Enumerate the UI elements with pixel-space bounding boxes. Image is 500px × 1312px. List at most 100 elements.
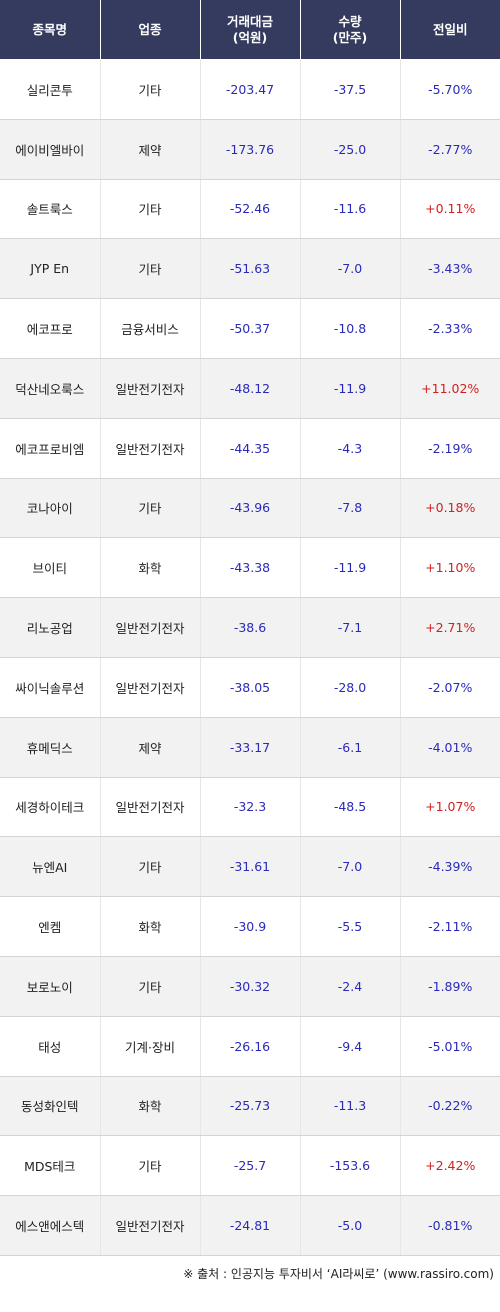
sector-cell: 화학 [100,1076,201,1137]
change-cell: +11.02% [400,358,500,419]
change-cell: +0.11% [400,179,500,240]
sector-cell: 기타 [100,179,201,240]
change-cell: -4.01% [400,717,500,778]
header-stock-name: 종목명 [0,0,101,60]
stock-name-cell: 세경하이테크 [0,777,101,838]
sector-cell: 기타 [100,478,201,539]
trade-amount-cell: -30.32 [200,956,301,1017]
trade-amount-cell: -51.63 [200,238,301,300]
table-row: 보로노이 기타 -30.32 -2.4 -1.89% [0,956,500,1017]
stock-name-cell: 실리콘투 [0,59,101,120]
trade-amount-cell: -32.3 [200,777,301,838]
trade-amount-cell: -38.6 [200,597,301,658]
table-header: 종목명 업종 거래대금 (억원) 수량 (만주) 전일비 [0,0,500,60]
change-cell: +0.18% [400,478,500,539]
change-cell: -2.11% [400,896,500,957]
trade-amount-cell: -24.81 [200,1195,301,1256]
source-footer: ※ 출처 : 인공지능 투자비서 ‘AI라씨로’ (www.rassiro.co… [183,1267,494,1281]
change-cell: -2.77% [400,119,500,180]
stock-name-cell: 에코프로비엠 [0,418,101,479]
stock-name-cell: 덕산네오룩스 [0,358,101,419]
stock-name-cell: 솔트룩스 [0,179,101,240]
quantity-cell: -28.0 [300,657,401,718]
trade-amount-cell: -38.05 [200,657,301,718]
trade-amount-cell: -173.76 [200,119,301,180]
quantity-cell: -48.5 [300,777,401,838]
quantity-cell: -25.0 [300,119,401,180]
sector-cell: 일반전기전자 [100,597,201,658]
sector-cell: 기타 [100,1135,201,1197]
sector-cell: 제약 [100,717,201,778]
table-row: 솔트룩스 기타 -52.46 -11.6 +0.11% [0,179,500,240]
trade-amount-cell: -203.47 [200,59,301,120]
table-row: 브이티 화학 -43.38 -11.9 +1.10% [0,537,500,599]
sector-cell: 일반전기전자 [100,418,201,479]
table-row: 에코프로 금융서비스 -50.37 -10.8 -2.33% [0,298,500,359]
sector-cell: 기타 [100,238,201,300]
change-cell: -2.19% [400,418,500,479]
table-row: 휴메딕스 제약 -33.17 -6.1 -4.01% [0,717,500,778]
trade-amount-cell: -52.46 [200,179,301,240]
stock-name-cell: 휴메딕스 [0,717,101,778]
table-row: 싸이닉솔루션 일반전기전자 -38.05 -28.0 -2.07% [0,657,500,718]
quantity-cell: -6.1 [300,717,401,778]
sector-cell: 제약 [100,119,201,180]
table-row: 에스앤에스텍 일반전기전자 -24.81 -5.0 -0.81% [0,1195,500,1256]
table-row: 에코프로비엠 일반전기전자 -44.35 -4.3 -2.19% [0,418,500,479]
quantity-cell: -153.6 [300,1135,401,1197]
stock-name-cell: 엔켐 [0,896,101,957]
header-quantity: 수량 (만주) [300,0,401,60]
change-cell: -3.43% [400,238,500,300]
table-body: 실리콘투 기타 -203.47 -37.5 -5.70% 에이비엘바이 제약 -173.76-… [0,59,500,1256]
header-trade-amount: 거래대금 (억원) [200,0,301,60]
table-row: 덕산네오룩스 일반전기전자 -48.12 -11.9 +11.02% [0,358,500,419]
quantity-cell: -11.9 [300,537,401,599]
trade-amount-cell: -30.9 [200,896,301,957]
sector-cell: 기타 [100,59,201,120]
trade-amount-cell: -31.61 [200,836,301,898]
stock-name-cell: 에스앤에스텍 [0,1195,101,1256]
trade-amount-cell: -50.37 [200,298,301,359]
change-cell: -0.81% [400,1195,500,1256]
quantity-cell: -11.9 [300,358,401,419]
sector-cell: 일반전기전자 [100,657,201,718]
stock-table: 종목명 업종 거래대금 (억원) 수량 (만주) 전일비 실리콘투 기타 -203.47… [0,0,500,1256]
header-row: 종목명 업종 거래대금 (억원) 수량 (만주) 전일비 [0,0,500,60]
header-change: 전일비 [400,0,500,60]
stock-name-cell: 태성 [0,1016,101,1077]
change-cell: -5.70% [400,59,500,120]
table-row: 뉴엔AI 기타 -31.61 -7.0 -4.39% [0,836,500,898]
quantity-cell: -11.3 [300,1076,401,1137]
quantity-cell: -7.1 [300,597,401,658]
quantity-cell: -4.3 [300,418,401,479]
quantity-cell: -10.8 [300,298,401,359]
table-row: 리노공업 일반전기전자 -38.6 -7.1 +2.71% [0,597,500,658]
change-cell: -5.01% [400,1016,500,1077]
sector-cell: 일반전기전자 [100,358,201,419]
change-cell: +1.07% [400,777,500,838]
sector-cell: 기계·장비 [100,1016,201,1077]
quantity-cell: -37.5 [300,59,401,120]
stock-name-cell: 동성화인텍 [0,1076,101,1137]
header-trade-amount-unit: (억원) [232,29,268,45]
sector-cell: 기타 [100,836,201,898]
stock-name-cell: 싸이닉솔루션 [0,657,101,718]
table-row: 동성화인텍 화학 -25.73 -11.3 -0.22% [0,1076,500,1137]
table-row: JYP En 기타 -51.63 -7.0 -3.43% [0,238,500,300]
table-row: MDS테크 기타 -25.7 -153.6 +2.42% [0,1135,500,1197]
quantity-cell: -7.0 [300,238,401,300]
change-cell: -1.89% [400,956,500,1017]
trade-amount-cell: -43.96 [200,478,301,539]
change-cell: +1.10% [400,537,500,599]
sector-cell: 금융서비스 [100,298,201,359]
change-cell: -2.33% [400,298,500,359]
trade-amount-cell: -44.35 [200,418,301,479]
stock-name-cell: 에코프로 [0,298,101,359]
stock-name-cell: MDS테크 [0,1135,101,1197]
change-cell: +2.71% [400,597,500,658]
stock-name-cell: 리노공업 [0,597,101,658]
table-row: 세경하이테크 일반전기전자 -32.3 -48.5 +1.07% [0,777,500,838]
sector-cell: 화학 [100,537,201,599]
quantity-cell: -2.4 [300,956,401,1017]
